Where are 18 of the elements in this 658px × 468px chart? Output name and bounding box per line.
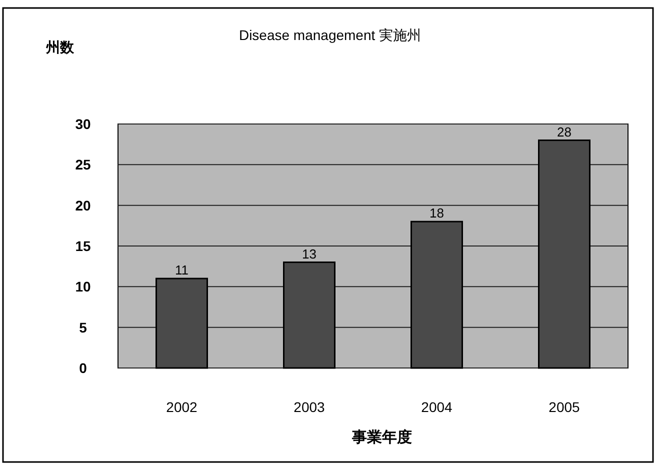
data-label: 28 — [557, 124, 572, 140]
y-axis-title: 州数 — [45, 39, 75, 55]
y-tick-label: 20 — [75, 197, 91, 214]
x-tick-label: 2005 — [548, 399, 580, 415]
x-tick-label: 2004 — [421, 399, 453, 415]
x-tick-label: 2003 — [294, 399, 326, 415]
y-tick-label: 15 — [75, 238, 91, 254]
chart-title: Disease management 実施州 — [238, 27, 422, 43]
data-label: 18 — [430, 206, 444, 221]
y-tick-label: 10 — [75, 278, 91, 295]
data-label: 11 — [175, 262, 188, 278]
data-label: 13 — [302, 246, 316, 262]
x-axis-title: 事業年度 — [351, 428, 412, 446]
y-tick-label: 25 — [75, 156, 91, 173]
y-tick-label: 0 — [79, 360, 88, 376]
x-tick-label: 2002 — [166, 399, 198, 415]
y-tick-label: 5 — [79, 319, 88, 336]
y-tick-label: 30 — [75, 116, 91, 132]
